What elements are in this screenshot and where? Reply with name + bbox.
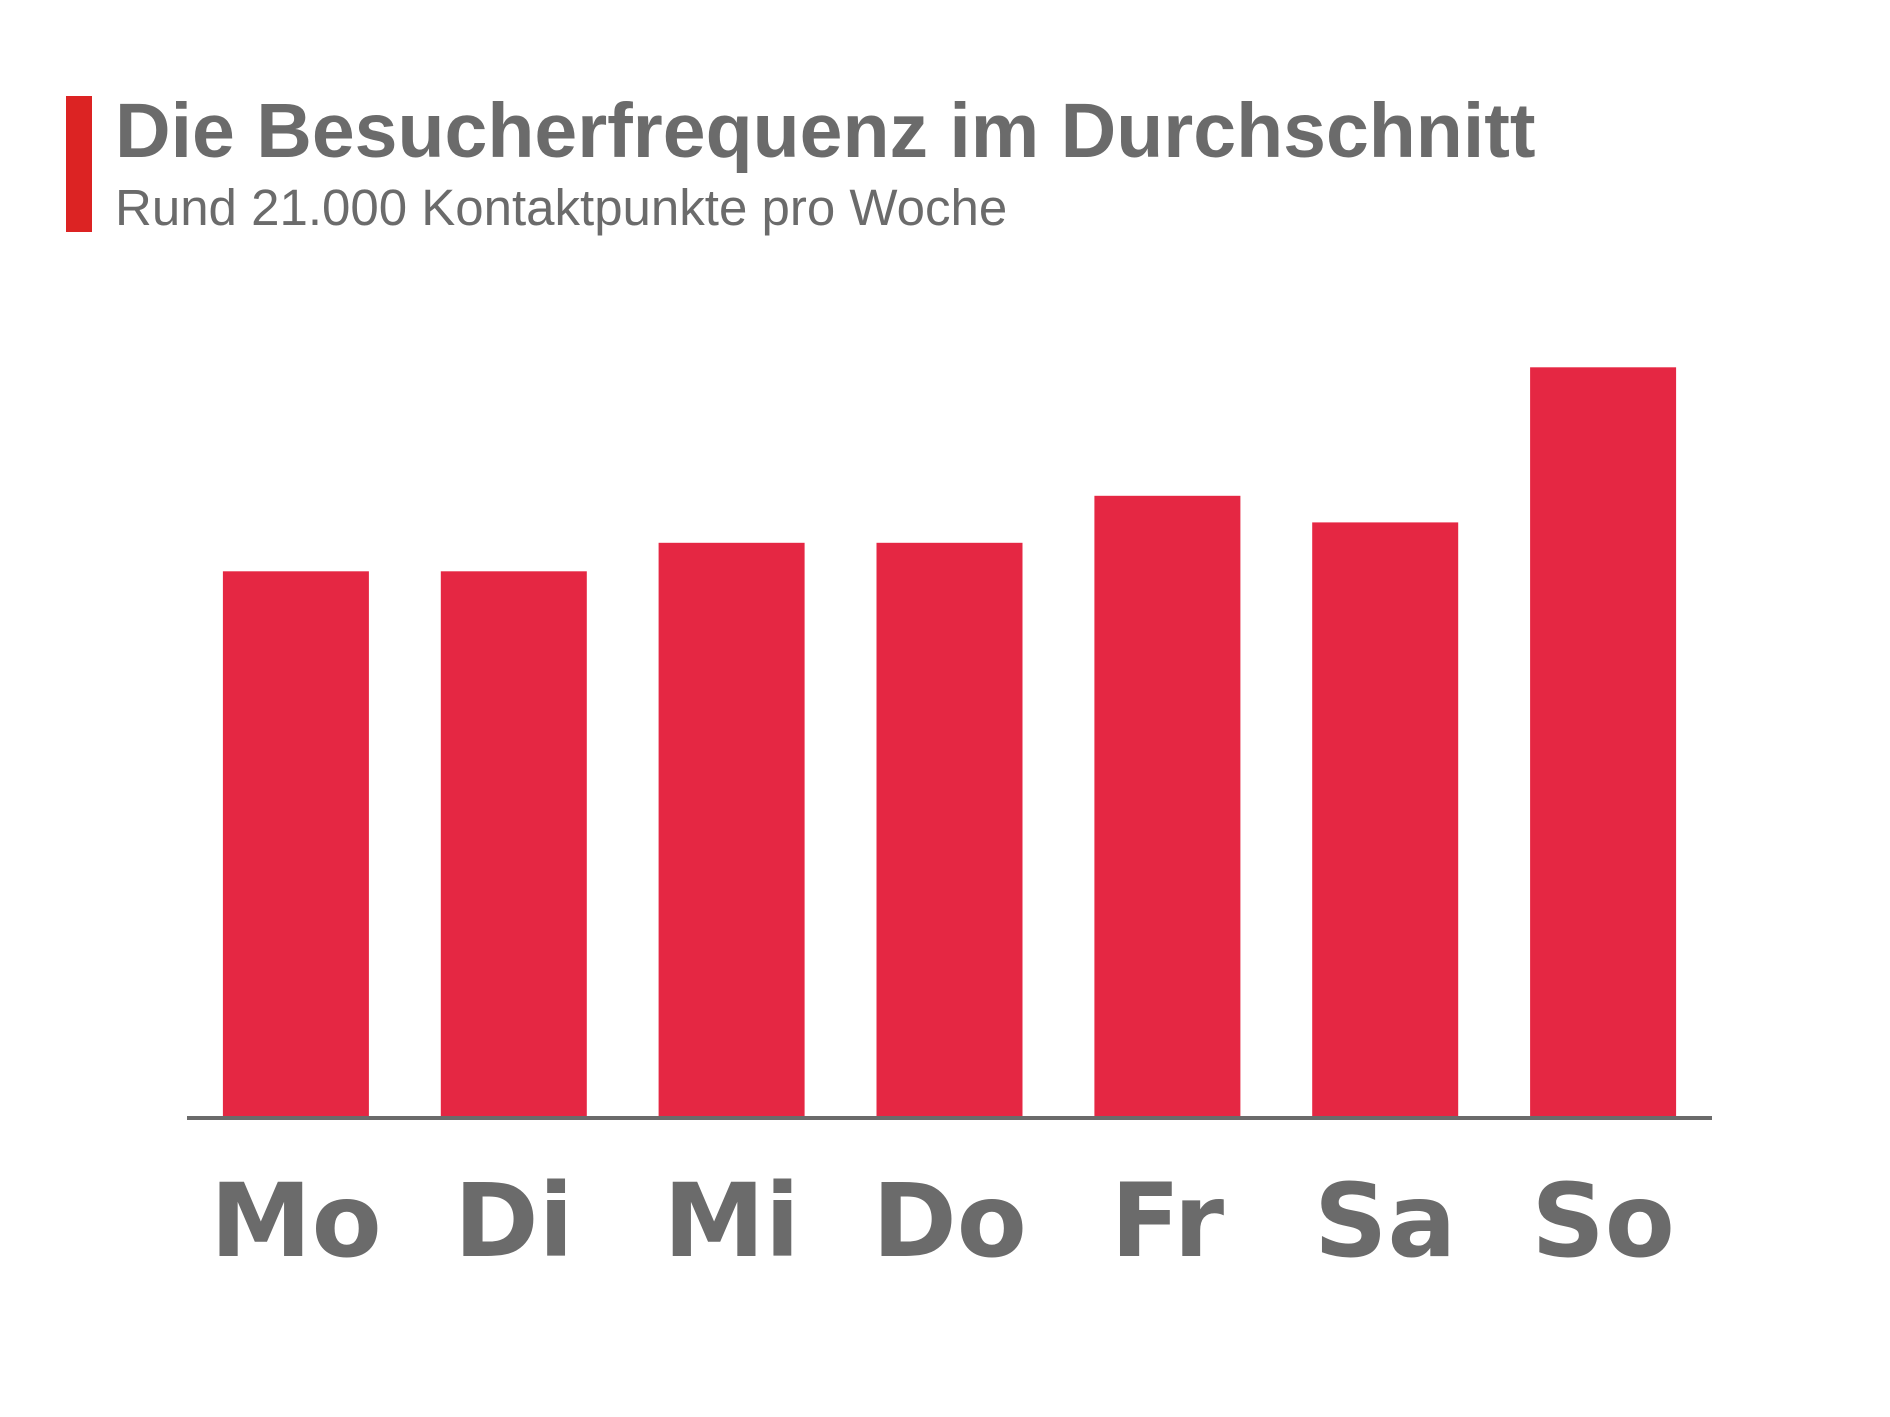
title-accent-bar	[66, 96, 92, 232]
x-tick-labels: Mo Di Mi Do Fr Sa So	[210, 1162, 1675, 1281]
chart-title: Die Besucherfrequenz im Durchschnitt	[115, 88, 1536, 174]
bar-do	[876, 542, 1023, 1116]
x-tick-label-so: So	[1531, 1162, 1675, 1281]
x-tick-label-mo: Mo	[210, 1162, 382, 1281]
x-tick-label-mi: Mi	[663, 1162, 799, 1281]
bars-group	[222, 367, 1677, 1116]
bar-mo	[222, 571, 369, 1116]
x-tick-label-do: Do	[872, 1162, 1027, 1281]
x-tick-label-sa: Sa	[1314, 1162, 1456, 1281]
bar-fr	[1094, 495, 1241, 1116]
chart-subtitle: Rund 21.000 Kontaktpunkte pro Woche	[115, 179, 1008, 236]
bar-so	[1530, 367, 1677, 1116]
x-tick-label-di: Di	[454, 1162, 574, 1281]
bar-mi	[658, 542, 805, 1116]
bar-sa	[1312, 522, 1459, 1116]
bar-di	[440, 571, 587, 1116]
x-tick-label-fr: Fr	[1111, 1162, 1224, 1281]
